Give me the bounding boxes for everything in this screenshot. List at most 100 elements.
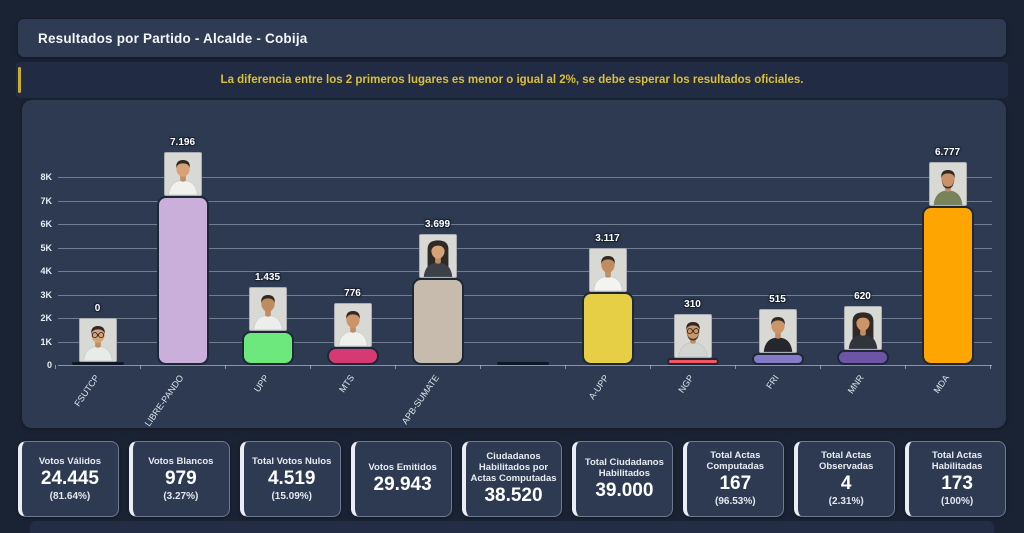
y-axis-tick-label: 5K (40, 242, 52, 253)
stat-card-title: Total Ciudadanos Habilitados (584, 456, 664, 479)
stat-card: Total Votos Nulos 4.519 (15.09%) (239, 441, 341, 517)
y-gridline (58, 341, 992, 343)
y-gridline (58, 200, 992, 202)
stat-card-value: 4.519 (267, 467, 316, 489)
stat-card-title: Total Actas Computadas (706, 450, 765, 472)
x-axis-tick (735, 365, 736, 369)
bar-value-label: 776 (344, 288, 361, 299)
warning-banner: La diferencia entre los 2 primeros lugar… (16, 62, 1008, 98)
stat-card-value: 167 (719, 473, 752, 494)
bar-MDA[interactable] (921, 206, 974, 365)
candidate-photo (163, 152, 202, 196)
x-axis-tick (140, 365, 141, 369)
warning-accent-bar (18, 67, 21, 93)
y-axis-tick-label: 6K (40, 219, 52, 229)
bar-value-label: 620 (854, 291, 871, 302)
stat-card-value: 29.943 (373, 474, 432, 495)
stat-card: Votos Emitidos 29.943 (350, 441, 452, 517)
stat-card-percent: (100%) (940, 496, 974, 507)
bar-value-label: 7.196 (169, 137, 196, 148)
bar-value-label: 310 (684, 299, 701, 310)
x-axis-category-label: UPP (251, 373, 271, 394)
y-axis-tick-label: 2K (40, 313, 52, 323)
candidate-photo (248, 287, 287, 331)
page-title: Resultados por Partido - Alcalde - Cobij… (38, 30, 308, 46)
stat-card-value: 173 (941, 473, 973, 494)
stat-card: Total Actas Habilitadas 173 (100%) (905, 441, 1007, 517)
bar-UPP[interactable] (241, 331, 294, 365)
bar-FRI[interactable] (751, 353, 804, 365)
bar-value-label: 6.777 (934, 147, 961, 158)
next-section-edge (30, 521, 994, 533)
stat-card-title: Total Votos Nulos (252, 455, 332, 467)
y-axis-tick-label: 7K (40, 195, 52, 206)
candidate-photo (928, 162, 967, 206)
bar-value-label: 515 (769, 294, 786, 305)
y-gridline (58, 294, 992, 296)
bar-FSUTCP[interactable] (71, 362, 124, 365)
x-axis-tick (990, 365, 991, 369)
stat-card-title: Votos Válidos (38, 455, 101, 467)
warning-message: La diferencia entre los 2 primeros lugar… (220, 74, 804, 86)
candidate-photo (673, 314, 712, 358)
x-axis-category-label: LIBRE-PANDO (142, 373, 186, 429)
x-axis-category-label: MTS (336, 373, 356, 395)
candidate-photo (78, 318, 117, 362)
stat-card-percent: (3.27%) (163, 490, 199, 502)
stat-card-percent: (81.64%) (49, 490, 91, 502)
y-gridline (58, 224, 992, 225)
y-gridline (58, 318, 992, 319)
y-axis-tick-label: 3K (40, 289, 52, 300)
x-axis-tick (480, 365, 481, 369)
bar-value-label: 0 (94, 303, 101, 314)
x-axis-category-label: NGP (676, 373, 696, 395)
stat-card-percent: (2.31%) (828, 496, 864, 507)
bar-MNR[interactable] (836, 350, 889, 365)
x-axis-category-label: MDA (931, 373, 951, 396)
x-axis-category-label: FRI (764, 373, 781, 391)
x-axis-category-label: MNR (845, 373, 866, 396)
stat-card-value: 39.000 (595, 479, 654, 501)
x-axis-category-label: FSUTCP (71, 373, 101, 409)
stat-card: Total Actas Observadas 4 (2.31%) (794, 441, 896, 517)
stat-card-title: Votos Blancos (148, 455, 214, 467)
x-axis-tick (565, 365, 566, 369)
x-axis-category-label: A-UPP (586, 373, 611, 402)
y-axis-tick-label: 0 (46, 360, 52, 370)
bar-MTS[interactable] (326, 347, 379, 365)
x-axis-line (58, 365, 992, 366)
y-axis-tick-label: 4K (40, 266, 52, 276)
x-axis-tick (820, 365, 821, 369)
stat-card: Ciudadanos Habilitados por Actas Computa… (461, 441, 563, 517)
candidate-photo (333, 303, 372, 347)
y-gridline (58, 271, 992, 272)
stat-card-percent: (96.53%) (715, 496, 756, 507)
page-header: Resultados por Partido - Alcalde - Cobij… (18, 19, 1006, 57)
bar-NGP[interactable] (666, 358, 719, 365)
x-axis-tick (650, 365, 651, 369)
bar-A-UPP[interactable] (581, 292, 634, 365)
bar-LIBRE-PANDO[interactable] (156, 196, 209, 365)
x-axis-tick (395, 365, 396, 369)
x-axis-category-label: APB-SUMATE (399, 373, 441, 427)
y-axis-tick-label: 1K (40, 336, 52, 347)
results-bar-chart-panel: 0 1K 2K 3K 4K 5K 6K 7K 8K 0 FSUTCP 7.196 LIBRE-PANDO… (22, 100, 1006, 428)
bar-value-label: 3.117 (595, 233, 620, 244)
bar-value-label: 1.435 (254, 272, 281, 283)
bar-APB-SUMATE[interactable] (411, 278, 464, 365)
candidate-photo (418, 234, 457, 278)
bar-value-label: 3.699 (424, 219, 451, 230)
stat-card-value: 38.520 (484, 485, 543, 506)
x-axis-tick (225, 365, 226, 369)
stat-card-title: Votos Emitidos (368, 462, 437, 473)
y-axis-tick-label: 8K (40, 172, 52, 182)
bar-chart: 0 1K 2K 3K 4K 5K 6K 7K 8K 0 FSUTCP 7.196 LIBRE-PANDO… (22, 100, 1006, 428)
bar-unlabeled[interactable] (496, 362, 549, 365)
stat-card-value: 24.445 (40, 467, 99, 489)
stat-card: Total Actas Computadas 167 (96.53%) (683, 441, 785, 517)
x-axis-tick (905, 365, 906, 369)
stat-card: Votos Válidos 24.445 (81.64%) (18, 441, 119, 517)
stat-card-value: 4 (840, 473, 852, 494)
stat-card-percent: (15.09%) (271, 490, 313, 502)
